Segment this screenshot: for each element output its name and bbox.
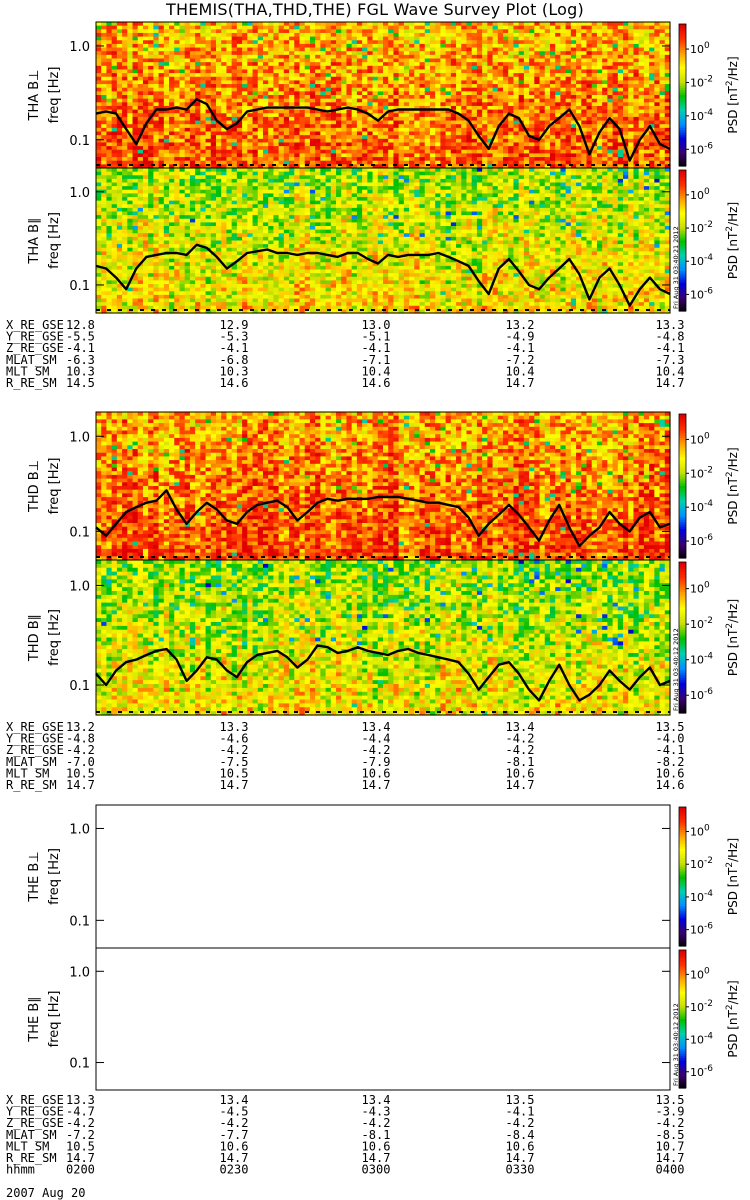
spectrogram-cells	[96, 22, 671, 169]
colorbar-label: PSD [nT2/Hz]	[725, 599, 740, 676]
colorbar-tick-label: 10-2	[690, 616, 713, 631]
orbit-value: 14.7	[220, 778, 249, 792]
panel-frame	[96, 805, 670, 948]
freq-axis-label: freq [Hz]	[47, 458, 62, 515]
colorbar: 100 10-2 10-4 10-6 PSD [nT2/Hz]	[679, 170, 740, 312]
colorbar-label: PSD [nT2/Hz]	[725, 447, 740, 524]
colorbar-tick-label: 10-2	[690, 220, 713, 235]
orbit-value: 14.7	[656, 376, 685, 390]
colorbar-label: PSD [nT2/Hz]	[725, 56, 740, 133]
spectrogram-panel-thd-par: 1.0 0.1 freq [Hz] THD B∥ 100 10-2 10-4 10-6 PSD …	[27, 560, 740, 716]
spectrogram-panel-tha-par: 1.0 0.1 freq [Hz] THA B∥ 100 10-2 10-4 10-6 PSD …	[27, 168, 740, 314]
panel-label: THA B⊥	[27, 70, 42, 122]
colorbar-tick-label: 10-6	[690, 1064, 713, 1079]
y-tick-label: 0.1	[69, 1057, 90, 1072]
panel-label: THA B∥	[27, 217, 42, 264]
panel-label: THD B⊥	[27, 460, 42, 513]
colorbar-tick-label: 10-4	[690, 108, 713, 123]
wave-survey-figure: 1.0 0.1 freq [Hz] THA B⊥ 100 10-2 10-4 10-6 PSD …	[0, 0, 750, 1200]
colorbar-label: PSD [nT2/Hz]	[725, 980, 740, 1057]
colorbar-tick-label: 10-6	[690, 533, 713, 548]
spectrogram-panel-tha-perp: 1.0 0.1 freq [Hz] THA B⊥ 100 10-2 10-4 10-6 PSD …	[27, 22, 740, 169]
colorbar-tick-label: 10-2	[690, 465, 713, 480]
orbit-value: 0230	[220, 1163, 249, 1177]
spectrogram-cells	[96, 412, 671, 561]
colorbar-tick-label: 10-6	[690, 286, 713, 301]
orbit-value: 14.7	[362, 778, 391, 792]
y-tick-label: 0.1	[69, 134, 90, 149]
colorbar-label: PSD [nT2/Hz]	[725, 202, 740, 279]
orbit-row-label: hhmm	[6, 1163, 35, 1177]
orbit-value: 14.6	[220, 376, 249, 390]
colorbar-tick-label: 10-6	[690, 687, 713, 702]
date-label: 2007 Aug 20	[6, 1186, 85, 1200]
freq-axis-label: freq [Hz]	[47, 212, 62, 269]
orbit-value: 0200	[66, 1163, 95, 1177]
orbit-table-0: X_RE_GSE 12.8 12.9 13.0 13.2 13.3Y_RE_GSE -5.5…	[6, 318, 684, 390]
colorbar: 100 10-2 10-4 10-6 PSD [nT2/Hz]	[679, 414, 740, 559]
y-tick-label: 1.0	[69, 579, 90, 594]
colorbar-tick-label: 10-4	[690, 889, 713, 904]
orbit-value: 14.6	[656, 778, 685, 792]
freq-axis-label: freq [Hz]	[47, 609, 62, 666]
orbit-table-2: X_RE_GSE 13.3 13.4 13.4 13.5 13.5Y_RE_GSE -4.7…	[6, 1093, 684, 1177]
colorbar-tick-label: 10-6	[690, 922, 713, 937]
y-tick-label: 0.1	[69, 914, 90, 929]
colorbar-tick-label: 10-4	[690, 1031, 713, 1046]
colorbar-tick-label: 10-4	[690, 499, 713, 514]
colorbar-label: PSD [nT2/Hz]	[725, 838, 740, 915]
orbit-value: 0300	[362, 1163, 391, 1177]
panel-frame	[96, 948, 670, 1090]
colorbar: 100 10-2 10-4 10-6 PSD [nT2/Hz]	[679, 24, 740, 167]
y-tick-label: 0.1	[69, 679, 90, 694]
orbit-value: 14.6	[362, 376, 391, 390]
spectrogram-cells	[96, 560, 671, 716]
colorbar-tick-label: 10-6	[690, 141, 713, 156]
freq-axis-label: freq [Hz]	[47, 67, 62, 124]
freq-axis-label: freq [Hz]	[47, 848, 62, 905]
colorbar-tick-label: 10-2	[690, 856, 713, 871]
colorbar-tick-label: 100	[690, 824, 710, 839]
colorbar: 100 10-2 10-4 10-6 PSD [nT2/Hz]	[679, 807, 740, 947]
colorbar: 100 10-2 10-4 10-6 PSD [nT2/Hz]	[679, 562, 740, 714]
y-tick-label: 1.0	[69, 40, 90, 55]
colorbar-tick-label: 100	[690, 187, 710, 202]
colorbar-tick-label: 10-4	[690, 652, 713, 667]
orbit-row-label: R_RE_SM	[6, 376, 57, 390]
colorbar-tick-label: 10-2	[690, 74, 713, 89]
y-tick-label: 1.0	[69, 965, 90, 980]
panel-label: THE B∥	[27, 996, 42, 1042]
spectrogram-panel-the-par: 1.0 0.1 freq [Hz] THE B∥ 100 10-2 10-4 10-6 PSD …	[27, 948, 740, 1090]
freq-axis-label: freq [Hz]	[47, 991, 62, 1048]
y-tick-label: 1.0	[69, 186, 90, 201]
colorbar-tick-label: 100	[690, 431, 710, 446]
orbit-value: 0330	[506, 1163, 535, 1177]
spectrogram-panel-the-perp: 1.0 0.1 freq [Hz] THE B⊥ 100 10-2 10-4 10-6 PSD …	[27, 805, 740, 948]
orbit-value: 14.7	[506, 778, 535, 792]
colorbar-tick-label: 100	[690, 966, 710, 981]
y-tick-label: 1.0	[69, 822, 90, 837]
timestamp-stamp: Fri Aug 31 03:40:12 2012	[672, 1003, 680, 1086]
colorbar: 100 10-2 10-4 10-6 PSD [nT2/Hz]	[679, 950, 740, 1089]
spectrogram-panel-thd-perp: 1.0 0.1 freq [Hz] THD B⊥ 100 10-2 10-4 10-6 PSD …	[27, 412, 740, 561]
y-tick-label: 0.1	[69, 279, 90, 294]
spectrogram-cells	[96, 168, 671, 314]
y-tick-label: 1.0	[69, 430, 90, 445]
colorbar-tick-label: 100	[690, 581, 710, 596]
orbit-value: 14.7	[506, 376, 535, 390]
timestamp-stamp: Fri Aug 31 03:40:21 2012	[672, 226, 680, 309]
orbit-value: 14.7	[66, 778, 95, 792]
colorbar-tick-label: 10-4	[690, 253, 713, 268]
orbit-value: 14.5	[66, 376, 95, 390]
colorbar-tick-label: 10-2	[690, 999, 713, 1014]
orbit-row-label: R_RE_SM	[6, 778, 57, 792]
colorbar-tick-label: 100	[690, 41, 710, 56]
panel-label: THE B⊥	[27, 851, 42, 902]
orbit-value: 0400	[656, 1163, 685, 1177]
y-tick-label: 0.1	[69, 525, 90, 540]
timestamp-stamp: Fri Aug 31 03:40:12 2012	[672, 628, 680, 711]
panel-label: THD B∥	[27, 614, 42, 662]
orbit-table-1: X_RE_GSE 13.2 13.3 13.4 13.4 13.5Y_RE_GSE -4.8…	[6, 720, 684, 792]
